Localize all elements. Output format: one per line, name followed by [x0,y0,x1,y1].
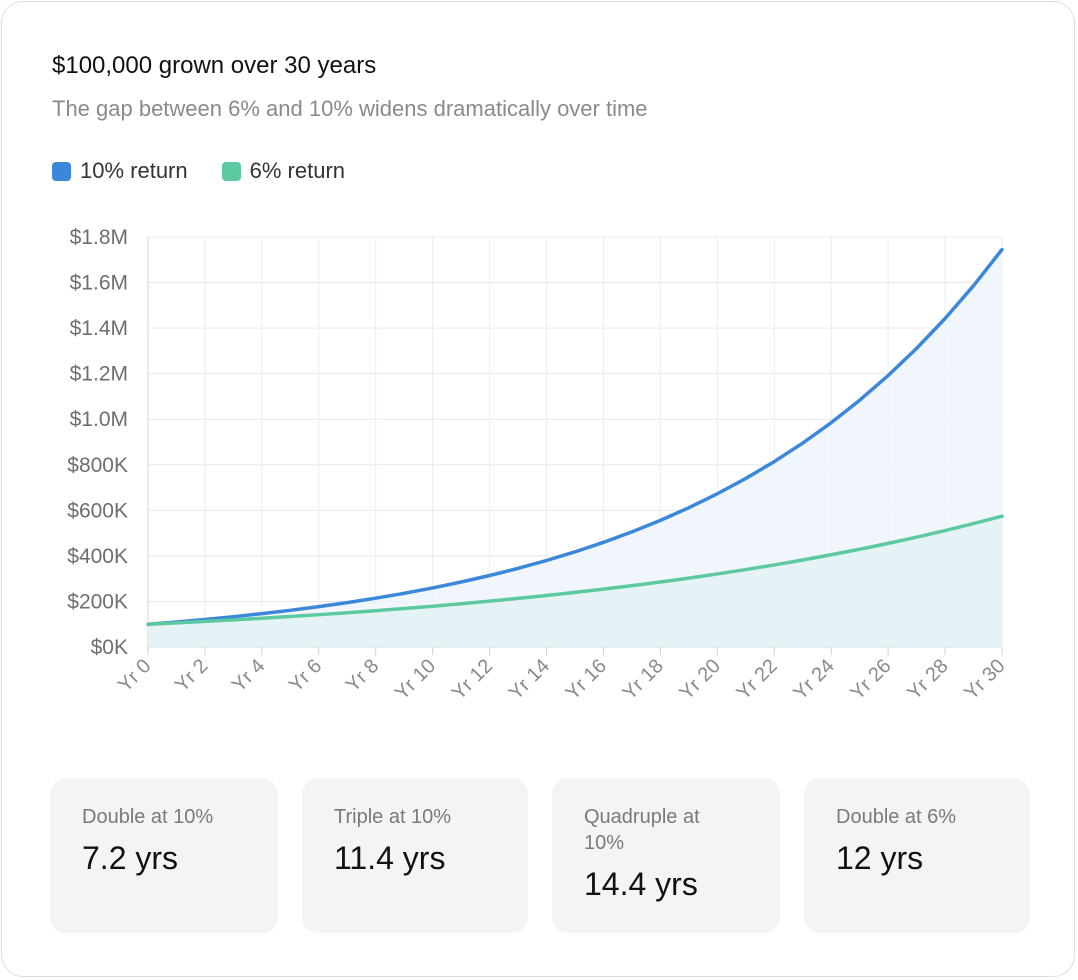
y-tick-label: $1.4M [70,317,128,340]
stat-label: Quadruple at 10% [584,806,700,854]
x-tick-label: Yr 2 [171,655,212,696]
x-tick-label: Yr 0 [114,655,155,696]
legend-item-10pct[interactable]: 10% return [52,158,188,184]
y-tick-label: $400K [67,545,128,568]
y-tick-label: $1.8M [70,226,128,249]
x-tick-label: Yr 4 [228,655,269,696]
y-tick-label: $800K [67,454,128,477]
x-tick-label: Yr 22 [732,655,781,704]
chart-legend: 10% return 6% return [52,158,345,184]
stat-card-double-10: Double at 10% 7.2 yrs [50,778,278,933]
x-tick-label: Yr 30 [960,655,1009,704]
series-line-1 [146,514,1004,626]
stat-value: 11.4 yrs [334,840,446,876]
stat-label: Double at 10% [82,806,214,828]
chart-subtitle: The gap between 6% and 10% widens dramat… [52,96,648,121]
legend-item-6pct[interactable]: 6% return [221,158,346,184]
x-tick-label: Yr 28 [903,655,952,704]
x-tick-label: Yr 20 [676,655,725,704]
series-area-1 [148,516,1002,647]
stat-value: 7.2 yrs [82,840,179,876]
stat-card-double-6: Double at 6% 12 yrs [804,778,1030,933]
y-tick-label: $1.0M [70,408,128,431]
x-tick-label: Yr 12 [448,655,497,704]
x-tick-label: Yr 6 [285,655,326,696]
y-tick-label: $200K [67,590,128,613]
series-line-0 [146,247,1004,626]
x-tick-label: Yr 14 [505,655,554,704]
x-tick-label: Yr 18 [619,655,668,704]
series-area-0 [148,249,1002,648]
x-tick-label: Yr 26 [846,655,895,704]
chart-title: $100,000 grown over 30 years [52,52,377,79]
legend-swatch-10pct [52,161,71,181]
stat-card-quadruple-10: Quadruple at 10% 14.4 yrs [552,778,780,933]
y-tick-label: $0K [91,636,128,659]
stat-label: Triple at 10% [334,806,452,828]
legend-label-10pct: 10% return [80,158,188,183]
y-tick-label: $1.6M [70,272,128,295]
growth-line-chart: $0K $200K $400K $600K $800K $1.0M $1.2M $1.4M $1… [67,226,1009,704]
stat-label: Double at 6% [836,806,957,828]
x-tick-label: Yr 8 [342,655,383,696]
stat-card-triple-10: Triple at 10% 11.4 yrs [302,778,528,933]
stat-value: 12 yrs [836,840,924,876]
legend-label-6pct: 6% return [249,158,346,183]
x-tick-label: Yr 24 [789,655,838,704]
legend-swatch-6pct [221,161,241,181]
y-tick-label: $1.2M [70,363,128,386]
x-tick-label: Yr 16 [562,655,611,704]
x-tick-label: Yr 10 [391,655,440,704]
stat-value: 14.4 yrs [584,866,698,902]
y-tick-label: $600K [67,499,128,522]
